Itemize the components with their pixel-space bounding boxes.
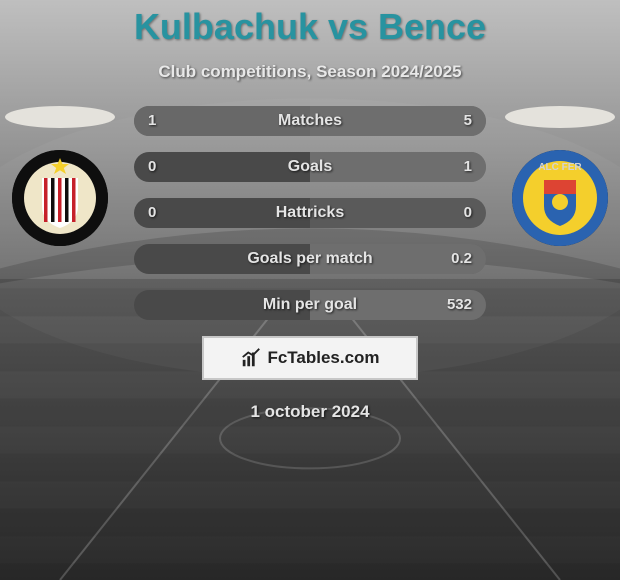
page-title: Kulbachuk vs Bence xyxy=(0,0,620,48)
stat-label: Goals xyxy=(134,152,486,182)
branding-text: FcTables.com xyxy=(267,348,379,368)
stat-row: 15Matches xyxy=(134,106,486,136)
stat-label: Min per goal xyxy=(134,290,486,320)
subtitle: Club competitions, Season 2024/2025 xyxy=(0,62,620,82)
stat-row: 01Goals xyxy=(134,152,486,182)
stat-label: Matches xyxy=(134,106,486,136)
stat-row: 532Min per goal xyxy=(134,290,486,320)
player-column-left xyxy=(0,106,120,246)
stat-label: Goals per match xyxy=(134,244,486,274)
player-column-right: ALC FER xyxy=(500,106,620,246)
stat-label: Hattricks xyxy=(134,198,486,228)
club-badge-right: ALC FER xyxy=(512,150,608,246)
branding-badge: FcTables.com xyxy=(202,336,418,380)
svg-text:ALC FER: ALC FER xyxy=(538,162,582,173)
stat-row: 00Hattricks xyxy=(134,198,486,228)
date-line: 1 october 2024 xyxy=(0,402,620,422)
club-badge-left xyxy=(12,150,108,246)
chart-icon xyxy=(240,347,262,369)
stat-row: 0.2Goals per match xyxy=(134,244,486,274)
stat-block: 15Matches 01Goals 00Hattricks 0.2Goals per … xyxy=(134,106,486,320)
player-photo-left xyxy=(5,106,115,128)
content-root: Kulbachuk vs Bence Club competitions, Se… xyxy=(0,0,620,422)
body-area: ALC FER 15Matches 01Goals 00Hattricks 0.2Go… xyxy=(0,106,620,422)
player-photo-right xyxy=(505,106,615,128)
